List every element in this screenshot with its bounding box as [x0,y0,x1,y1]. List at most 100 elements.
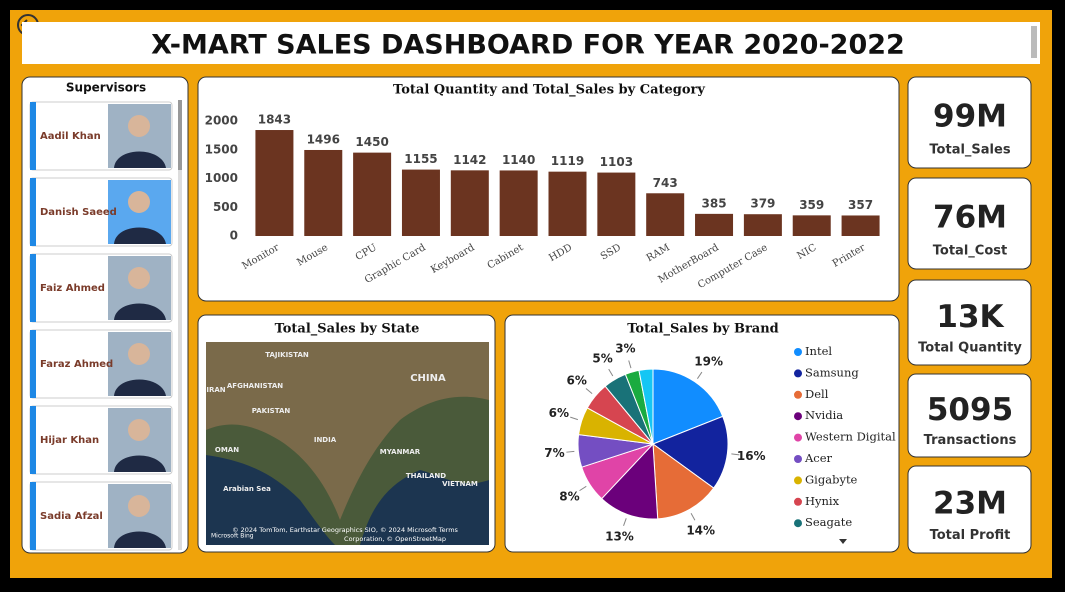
photo-body [114,455,166,472]
card-accent [30,178,36,246]
card-accent [30,482,36,550]
bar[interactable] [743,214,782,236]
kpi-label: Total Profit [930,528,1011,543]
card-accent [30,102,36,170]
supervisor-name: Aadil Khan [40,131,101,142]
bar[interactable] [255,130,294,236]
bar[interactable] [401,169,440,236]
supervisor-name: Danish Saeed [40,207,117,218]
map-credit: © 2024 TomTom, Earthstar Geographics SIO… [232,526,458,534]
photo-head [128,419,150,441]
bar[interactable] [792,215,831,236]
chart-title: Total Quantity and Total_Sales by Catego… [393,83,705,98]
data-label: 743 [653,176,678,190]
pie-slice[interactable] [652,368,724,445]
kpi-label: Total Quantity [918,341,1022,356]
data-label: 385 [702,196,727,210]
leader-line [579,485,587,492]
kpi-card [907,465,1032,554]
legend-swatch [794,455,802,463]
map-label: TAJIKISTAN [265,351,309,359]
photo-head [128,191,150,213]
bar[interactable] [841,215,880,236]
photo-head [128,267,150,289]
y-tick-label: 2000 [205,114,238,128]
supervisor-name: Sadia Afzal [40,511,103,522]
data-label: 16% [737,449,766,463]
y-tick-label: 1500 [205,142,238,156]
y-tick-label: 1000 [205,171,238,185]
photo-body [114,227,166,244]
bar[interactable] [353,152,392,236]
bar[interactable] [597,172,636,236]
data-label: 1140 [502,153,535,167]
data-label: 5% [592,351,612,365]
data-label: 1450 [355,135,388,149]
photo-body [114,379,166,396]
data-label: 1155 [404,152,437,166]
map-label: PAKISTAN [252,407,291,415]
leader-line [570,416,579,421]
pie-slice[interactable] [600,442,659,520]
card-accent [30,254,36,322]
dashboard-title: X-MART SALES DASHBOARD FOR YEAR 2020-202… [151,30,905,61]
map-label: AFGHANISTAN [227,382,283,390]
bar[interactable] [695,213,734,236]
bar[interactable] [548,171,587,236]
map-label: THAILAND [406,472,446,480]
photo-body [114,303,166,320]
leader-line [585,388,593,395]
data-label: 379 [750,197,775,211]
pie-slice[interactable] [651,415,729,489]
data-label: 357 [848,198,873,212]
kpi-card [907,76,1032,169]
bar[interactable] [499,170,538,236]
data-label: 6% [567,373,587,387]
bar[interactable] [304,149,343,236]
leader-line [566,450,575,453]
kpi-label: Total_Sales [929,142,1010,157]
leader-line [608,368,614,377]
supervisor-name: Hijar Khan [40,435,99,446]
data-label: 7% [544,446,564,460]
kpi-card [907,177,1032,270]
pie-slice[interactable] [652,442,715,520]
legend-label: Samsung [805,365,859,379]
kpi-label: Total_Cost [933,243,1007,258]
leader-line [731,453,740,456]
data-label: 3% [615,341,635,355]
scroll-thumb[interactable] [178,100,182,170]
map-brand: Microsoft Bing [211,533,254,540]
photo-body [114,531,166,548]
legend-swatch [794,433,802,442]
data-label: 6% [549,406,569,420]
supervisor-name: Faiz Ahmed [40,283,105,294]
map-label: CHINA [410,373,446,384]
photo-head [128,343,150,365]
data-label: 19% [694,355,723,369]
legend-label: Acer [804,451,833,465]
bar[interactable] [646,193,685,236]
kpi-value: 76M [933,199,1007,235]
legend-swatch [794,412,802,421]
photo-body [114,151,166,168]
kpi-label: Transactions [924,433,1017,448]
legend-swatch [794,369,802,378]
scrollbar [1031,26,1037,58]
legend-label: Seagate [805,515,852,529]
bar[interactable] [450,170,489,236]
y-tick-label: 500 [213,200,238,214]
legend-more[interactable] [839,539,847,544]
sea-east [360,470,489,545]
chart-title: Total_Sales by Brand [627,322,779,337]
legend-label: Gigabyte [805,472,858,486]
leader-line [696,371,703,379]
map-label: INDIA [314,436,337,444]
legend-label: Intel [805,344,832,358]
pie-slice[interactable] [638,368,654,445]
kpi-value: 99M [933,98,1007,134]
data-label: 1119 [551,154,584,168]
data-label: 13% [605,530,634,544]
kpi-value: 23M [933,486,1007,522]
